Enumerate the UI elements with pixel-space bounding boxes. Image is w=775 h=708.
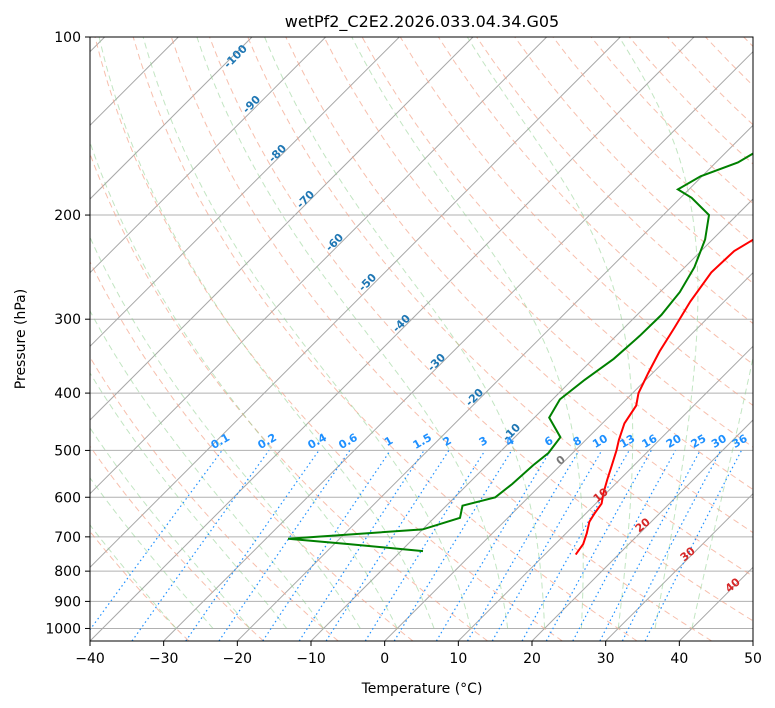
y-axis-label: Pressure (hPa): [13, 289, 29, 389]
moist-adiabat: [691, 355, 753, 629]
data-series: [288, 152, 753, 556]
dry-adiabat: [90, 260, 414, 641]
mixing-ratio-line: [325, 450, 450, 641]
dry-adiabat: [170, 37, 712, 641]
x-tick-label: −40: [75, 651, 105, 667]
y-tick-label: 900: [54, 594, 81, 610]
isotherm: [90, 37, 548, 495]
moist-adiabat: [90, 524, 177, 629]
isotherm: [90, 37, 327, 274]
x-tick-label: −10: [296, 651, 326, 667]
isotherm: [90, 37, 695, 641]
dry-adiabat: [94, 37, 563, 641]
moist-adiabat: [98, 37, 435, 629]
x-axis-label: Temperature (°C): [361, 681, 483, 697]
x-tick-label: 40: [670, 651, 688, 667]
moist-adiabat: [351, 37, 584, 629]
mixing-ratio-line: [644, 450, 743, 641]
y-tick-label: 500: [54, 443, 81, 459]
y-tick-label: 200: [54, 208, 81, 224]
isotherm: [90, 37, 474, 421]
dry-adiabat: [209, 37, 753, 622]
dry-adiabat: [476, 37, 753, 325]
moist-adiabat: [466, 37, 634, 629]
moist-adiabat: [618, 37, 699, 629]
dewpoint-profile: [288, 152, 753, 553]
isotherm: [384, 271, 753, 641]
x-tick-label: 10: [449, 651, 467, 667]
plot-frame: [89, 36, 754, 642]
mixing-ratio-line: [185, 450, 320, 641]
dry-adiabat: [323, 37, 753, 491]
y-tick-label: 600: [54, 490, 81, 506]
mixing-ratio-line: [131, 450, 270, 641]
y-tick-label: 300: [54, 312, 81, 328]
moist-adiabat: [90, 372, 288, 629]
moist-adiabat: [142, 37, 472, 629]
x-tick-label: −30: [149, 651, 179, 667]
mixing-ratio-line: [218, 450, 351, 641]
y-tick-label: 700: [54, 530, 81, 546]
temperature-profile: [574, 238, 753, 556]
mixing-ratio-line: [364, 450, 486, 641]
isotherm: [163, 50, 753, 641]
y-tick-label: 400: [54, 386, 81, 402]
x-axis-ticks: −40 −30 −20 −10 0 10 20 30 40 50: [75, 641, 762, 667]
moist-adiabat: [90, 426, 251, 629]
isotherm: [90, 37, 253, 200]
isotherm: [90, 37, 621, 569]
dry-adiabat: [247, 37, 753, 577]
background-lines: [90, 37, 753, 641]
isotherm: [531, 419, 753, 641]
moist-adiabat: [90, 477, 214, 629]
mixing-ratio-line: [393, 450, 513, 641]
mixing-ratio-line: [262, 450, 391, 641]
moist-adiabat: [90, 140, 398, 629]
mixing-ratio-line: [298, 450, 425, 641]
dry-adiabat: [285, 37, 753, 534]
dry-adiabat: [132, 37, 638, 641]
x-tick-label: 30: [597, 651, 615, 667]
isotherm: [605, 492, 753, 641]
dry-adiabat: [514, 37, 753, 284]
moist-adiabat: [90, 310, 324, 629]
y-tick-label: 1000: [45, 621, 81, 637]
moist-adiabat: [90, 236, 361, 629]
x-tick-label: −20: [223, 651, 253, 667]
y-axis-ticks: 1000 900 800 700 600 500 400 300 200 100: [45, 30, 90, 637]
y-tick-label: 800: [54, 564, 81, 580]
isotherm: [90, 37, 400, 348]
moist-adiabat: [196, 37, 509, 629]
isotherm: [457, 345, 753, 641]
mixing-ratio-line: [572, 450, 677, 641]
x-tick-label: 0: [380, 651, 389, 667]
y-tick-label: 100: [54, 30, 81, 46]
mixing-ratio-line: [466, 450, 580, 641]
mixing-ratio-line: [435, 450, 552, 641]
isotherm: [236, 124, 753, 641]
chart-title: wetPf2_C2E2.2026.033.04.34.G05: [285, 12, 559, 32]
mixing-ratio-line: [545, 450, 652, 641]
x-tick-label: 20: [523, 651, 541, 667]
x-tick-label: 50: [744, 651, 762, 667]
dry-adiabat: [90, 445, 264, 641]
